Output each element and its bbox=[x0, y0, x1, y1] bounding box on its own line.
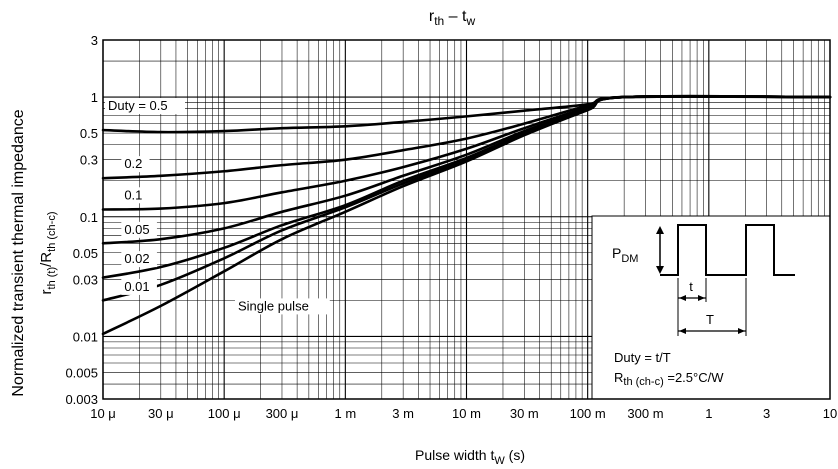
x-tick-label: 10 m bbox=[452, 406, 481, 421]
series-label-6: Single pulse bbox=[238, 298, 309, 313]
series-label-3: 0.05 bbox=[124, 222, 149, 237]
series-label-2: 0.1 bbox=[124, 187, 142, 202]
x-tick-label: 30 μ bbox=[148, 406, 174, 421]
x-tick-label: 3 m bbox=[392, 406, 414, 421]
y-tick-label: 1 bbox=[91, 90, 98, 105]
series-label-4: 0.02 bbox=[124, 251, 149, 266]
series-label-1: 0.2 bbox=[124, 156, 142, 171]
series-label-5: 0.01 bbox=[124, 279, 149, 294]
x-axis-label: Pulse width tW (s) bbox=[415, 447, 525, 467]
x-tick-label: 10 μ bbox=[90, 406, 116, 421]
duty-cycle-inset: PDM t T Duty = t/T Rth (ch-c) =2.5°C/W bbox=[592, 216, 830, 399]
y-tick-label: 0.05 bbox=[73, 246, 98, 261]
y-tick-label: 0.3 bbox=[80, 153, 98, 168]
x-tick-label: 1 m bbox=[334, 406, 356, 421]
T-label: T bbox=[706, 312, 714, 327]
t-label: t bbox=[689, 279, 693, 294]
y-tick-label: 0.01 bbox=[73, 329, 98, 344]
duty-formula: Duty = t/T bbox=[614, 350, 671, 365]
x-tick-label: 100 μ bbox=[208, 406, 241, 421]
x-tick-label: 300 m bbox=[627, 406, 663, 421]
x-tick-label: 1 bbox=[705, 406, 712, 421]
x-tick-label: 3 bbox=[763, 406, 770, 421]
y-tick-label: 0.1 bbox=[80, 210, 98, 225]
x-tick-label: 10 bbox=[823, 406, 837, 421]
x-tick-label: 30 m bbox=[510, 406, 539, 421]
x-tick-label: 100 m bbox=[570, 406, 606, 421]
y-axis-label-main: Normalized transient thermal impedance bbox=[10, 109, 27, 396]
y-tick-label: 3 bbox=[91, 33, 98, 48]
y-axis-label-ratio: rth (t)/Rth (ch-c) bbox=[38, 212, 58, 295]
y-tick-label: 0.003 bbox=[65, 392, 98, 407]
y-tick-label: 0.005 bbox=[65, 365, 98, 380]
y-tick-label: 0.5 bbox=[80, 126, 98, 141]
x-tick-label: 300 μ bbox=[266, 406, 299, 421]
series-label-0: Duty = 0.5 bbox=[108, 98, 168, 113]
y-tick-label: 0.03 bbox=[73, 272, 98, 287]
chart-title: rth – tw bbox=[429, 8, 476, 28]
